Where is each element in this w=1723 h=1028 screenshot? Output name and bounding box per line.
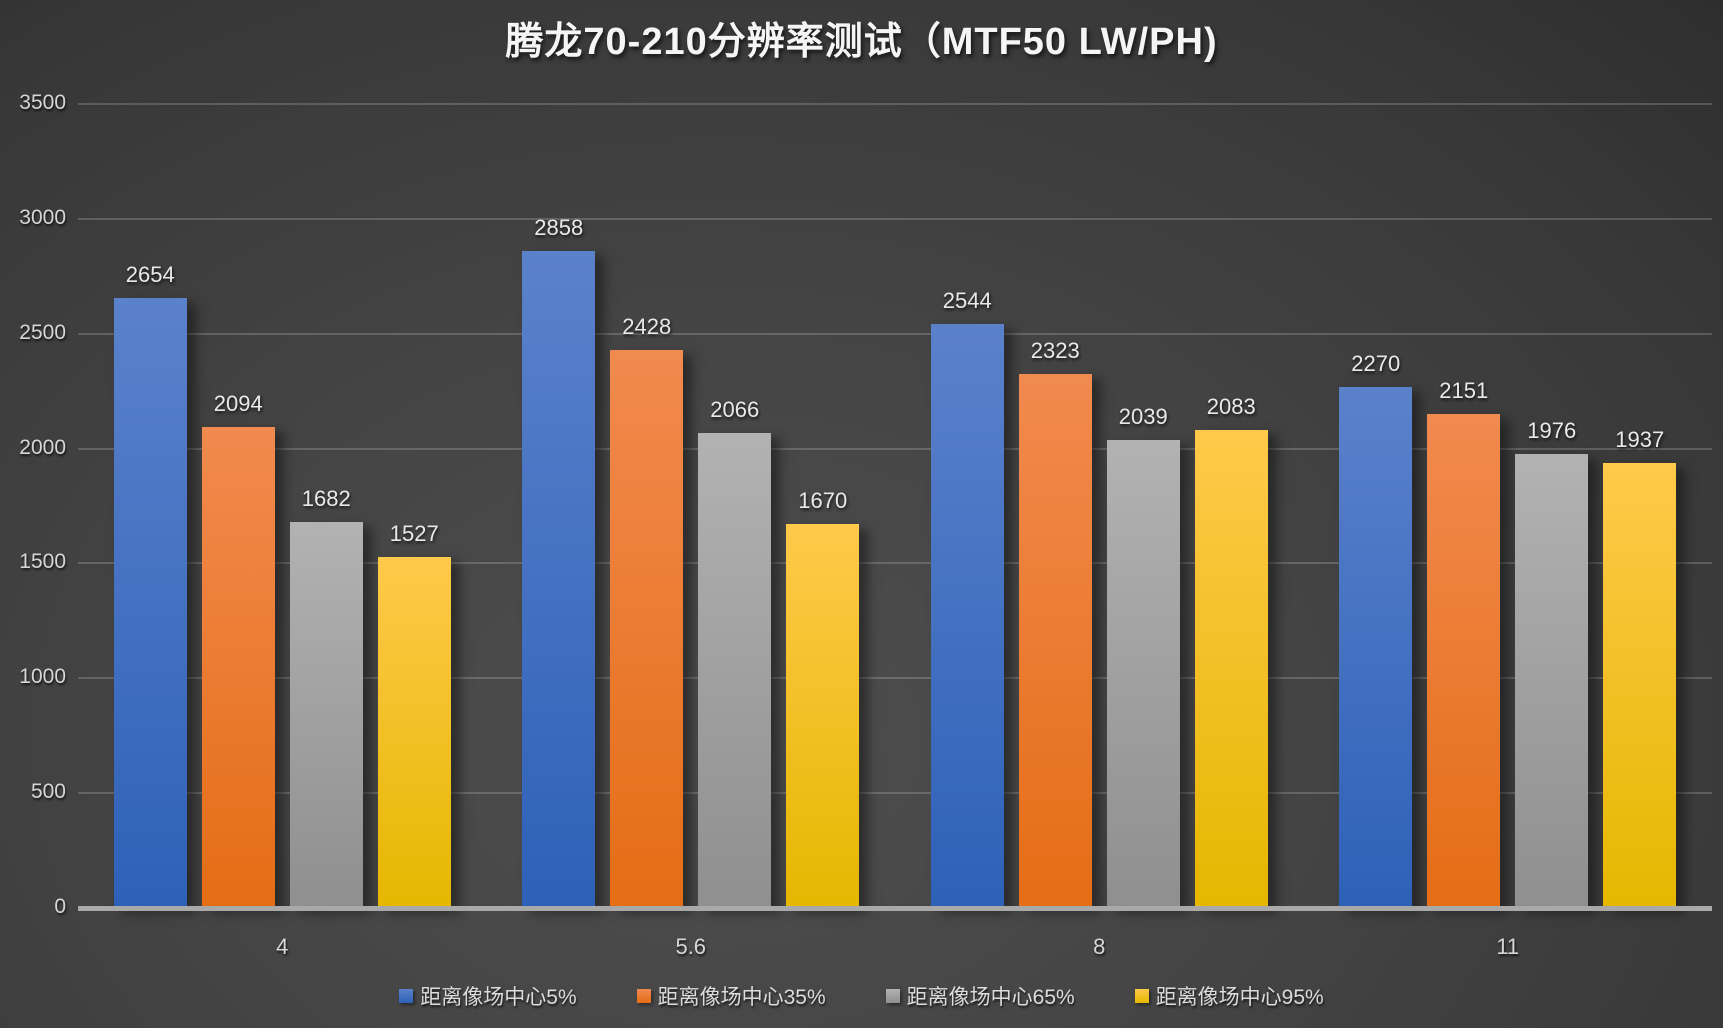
data-label: 2858 xyxy=(534,215,584,241)
data-label: 1527 xyxy=(389,521,439,547)
bar-series4-cat-11[interactable] xyxy=(1603,463,1677,908)
legend-swatch-icon xyxy=(1134,989,1149,1003)
data-label: 2151 xyxy=(1439,377,1489,403)
data-label: 1976 xyxy=(1527,418,1577,444)
legend-swatch-icon xyxy=(636,989,651,1003)
y-axis-tick-label: 3000 xyxy=(19,205,66,229)
plot-area: 0 500 1000 1500 2000 2500 3000 3500 2654 2094 1682… xyxy=(19,91,1712,959)
x-axis-category-label: 8 xyxy=(1093,934,1106,959)
data-label: 2544 xyxy=(942,287,992,313)
bar-series1-cat-4[interactable] xyxy=(113,298,187,908)
y-axis-tick-label: 1500 xyxy=(19,550,66,574)
data-label: 2323 xyxy=(1030,338,1080,364)
gridline xyxy=(78,792,1712,795)
legend-item-series3[interactable]: 距离像场中心65% xyxy=(885,981,1075,1011)
chart-title[interactable]: 腾龙70-210分辨率测试（MTF50 LW/PH) xyxy=(505,21,1218,63)
data-label: 2094 xyxy=(213,390,263,416)
data-label: 2654 xyxy=(125,262,175,288)
legend-swatch-icon xyxy=(885,989,900,1003)
bar-series3-cat-11[interactable] xyxy=(1515,454,1589,908)
legend-item-series4[interactable]: 距离像场中心95% xyxy=(1134,981,1324,1011)
bar-series3-cat-4[interactable] xyxy=(289,521,363,908)
legend-item-series1[interactable]: 距离像场中心5% xyxy=(399,981,577,1011)
x-axis-category-label: 4 xyxy=(276,934,289,959)
data-label: 2083 xyxy=(1206,393,1256,419)
data-label: 1670 xyxy=(798,488,848,514)
x-axis-category-label: 11 xyxy=(1496,934,1520,959)
bar-series3-cat-5.6[interactable] xyxy=(698,433,772,908)
gridline xyxy=(78,447,1712,450)
bar-series2-cat-8[interactable] xyxy=(1018,374,1092,908)
x-axis-category-label: 5.6 xyxy=(675,934,707,959)
y-axis-tick-label: 1000 xyxy=(19,665,66,689)
gridline xyxy=(78,562,1712,565)
bar-series4-cat-4[interactable] xyxy=(377,557,451,908)
legend-label: 距离像场中心95% xyxy=(1155,986,1324,1009)
y-axis-tick-label: 2000 xyxy=(19,435,66,459)
data-label: 2428 xyxy=(622,314,672,340)
bar-series2-cat-11[interactable] xyxy=(1427,413,1501,908)
data-label: 1937 xyxy=(1615,427,1665,453)
data-label: 1682 xyxy=(301,485,351,511)
bar-series1-cat-11[interactable] xyxy=(1339,386,1413,908)
legend-item-series2[interactable]: 距离像场中心35% xyxy=(636,981,826,1011)
gridline xyxy=(78,677,1712,680)
bar-series2-cat-4[interactable] xyxy=(201,426,275,908)
bar-series1-cat-8[interactable] xyxy=(930,323,1004,908)
y-axis-tick-label: 0 xyxy=(54,895,66,918)
bar-series4-cat-5.6[interactable] xyxy=(786,524,860,908)
gridline xyxy=(78,217,1712,220)
bar-series2-cat-5.6[interactable] xyxy=(610,350,684,908)
gridline xyxy=(78,332,1712,335)
y-axis-tick-label: 2500 xyxy=(19,320,66,344)
data-label: 2066 xyxy=(710,397,760,423)
data-label: 2039 xyxy=(1118,403,1168,429)
legend: 距离像场中心5% 距离像场中心35% 距离像场中心65% 距离像场中心95% xyxy=(0,981,1723,1011)
bar-series1-cat-5.6[interactable] xyxy=(522,251,596,908)
bar-series4-cat-8[interactable] xyxy=(1194,429,1268,908)
legend-label: 距离像场中心65% xyxy=(906,986,1075,1009)
bar-series3-cat-8[interactable] xyxy=(1106,439,1180,908)
y-axis-tick-label: 500 xyxy=(30,780,66,804)
y-axis-tick-label: 3500 xyxy=(19,91,66,114)
x-axis-line xyxy=(78,906,1712,911)
legend-swatch-icon xyxy=(399,989,414,1003)
legend-label: 距离像场中心35% xyxy=(657,986,826,1009)
legend-label: 距离像场中心5% xyxy=(420,986,577,1009)
data-label: 2270 xyxy=(1351,350,1401,376)
gridline xyxy=(78,103,1712,105)
